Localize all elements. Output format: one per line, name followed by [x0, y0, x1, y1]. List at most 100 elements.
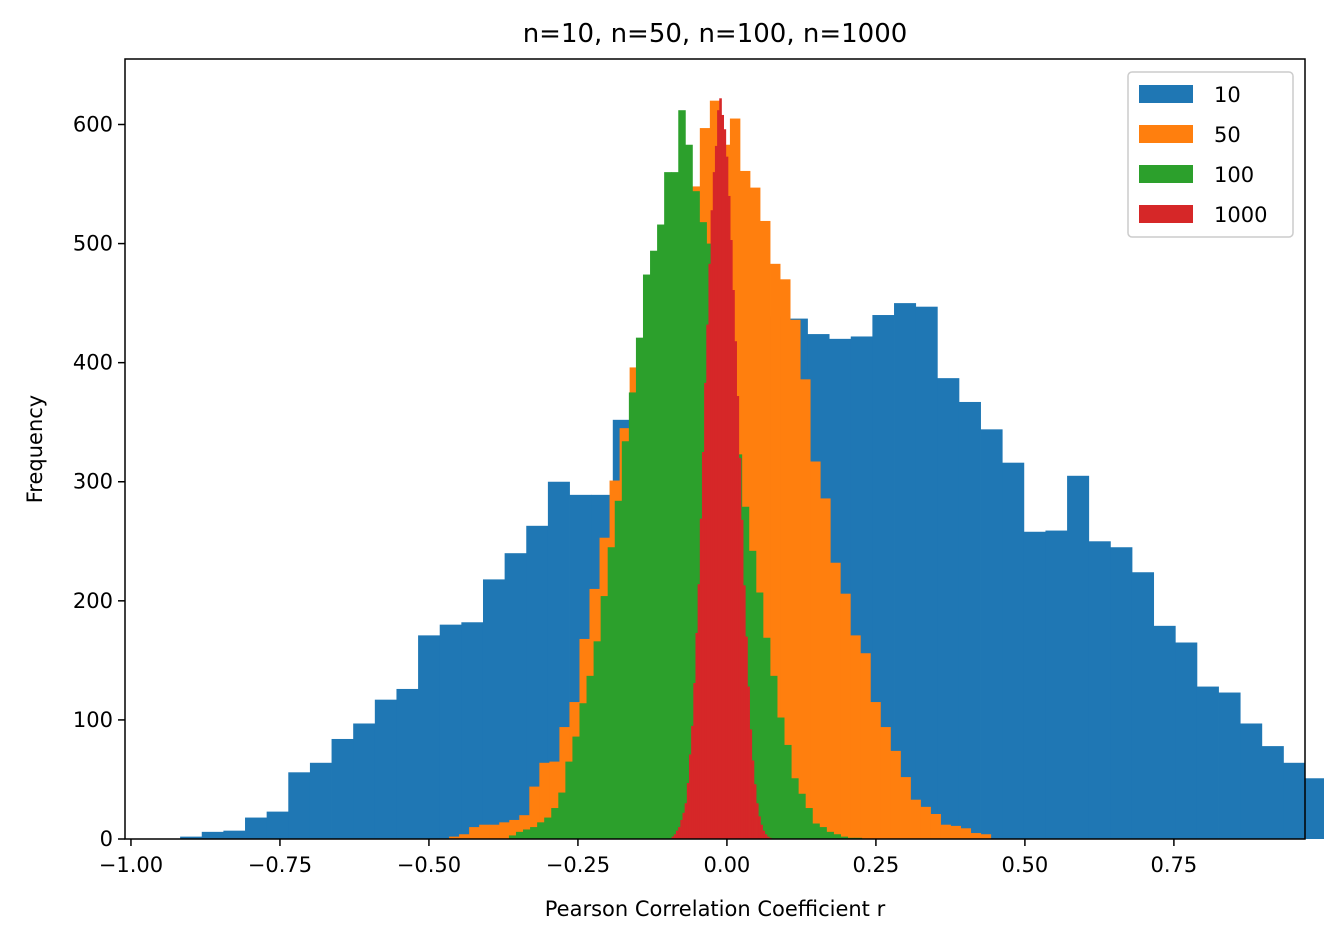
histogram-bar: [830, 562, 841, 839]
histogram-bar: [960, 828, 972, 839]
histogram-bar: [833, 834, 841, 839]
histogram-bar: [820, 498, 831, 839]
histogram-bar: [970, 833, 982, 839]
histogram-bar: [504, 553, 527, 839]
histogram-bar: [1261, 746, 1284, 839]
legend-swatch: [1139, 125, 1193, 143]
histogram-bar: [812, 823, 820, 839]
histogram-bar: [680, 819, 683, 839]
histogram-bar: [721, 114, 724, 840]
legend-label: 100: [1214, 163, 1254, 187]
histogram-bar: [755, 592, 764, 839]
legend-label: 1000: [1214, 203, 1267, 227]
histogram-bar: [691, 725, 694, 839]
histogram-bar: [730, 240, 733, 839]
histogram-bar: [704, 382, 707, 839]
chart-title: n=10, n=50, n=100, n=1000: [523, 19, 908, 49]
histogram-bar: [860, 653, 871, 839]
x-tick-label: 0.75: [1151, 853, 1198, 877]
histogram-bar: [751, 760, 755, 839]
histogram-bar: [770, 675, 778, 839]
histogram-bar: [499, 822, 510, 839]
histogram-bar: [734, 341, 737, 839]
legend-label: 10: [1214, 83, 1241, 107]
histogram-bar: [682, 812, 686, 839]
histogram-bar: [1153, 625, 1176, 839]
histogram-bar: [537, 822, 545, 839]
y-tick-label: 100: [73, 708, 113, 732]
histogram-bar: [719, 98, 722, 840]
histogram-bar: [664, 172, 672, 839]
histogram-bar: [673, 834, 677, 839]
bars-layer: [180, 98, 1324, 840]
histogram-bar: [593, 641, 602, 839]
histogram-bar: [745, 636, 748, 839]
histogram-bar: [747, 686, 750, 839]
histogram-bar: [523, 829, 531, 839]
histogram-bar: [727, 195, 731, 839]
legend-swatch: [1139, 205, 1193, 223]
histogram-bar: [1002, 462, 1025, 839]
histogram-bar: [701, 451, 705, 839]
histogram-bar: [479, 824, 490, 839]
histogram-bar: [1067, 475, 1090, 839]
series-1000-bars: [671, 98, 772, 840]
histogram-bar: [710, 210, 714, 840]
histogram-bar: [686, 783, 690, 839]
histogram-bar: [937, 378, 960, 839]
histogram-bar: [753, 784, 757, 839]
histogram-bar: [840, 836, 849, 839]
histogram-bar: [850, 635, 861, 839]
histogram-bar: [509, 819, 520, 839]
histogram-bar: [396, 688, 419, 839]
histogram-bar: [607, 547, 616, 839]
y-tick-label: 200: [73, 589, 113, 613]
histogram-bar: [805, 808, 813, 839]
histogram-bar: [544, 817, 552, 839]
histogram-bar: [223, 830, 246, 839]
histogram-bar: [586, 675, 594, 839]
histogram-bar: [770, 263, 781, 839]
histogram-bar: [621, 441, 630, 839]
histogram-bar: [725, 156, 729, 839]
histogram-bar: [600, 596, 609, 839]
histogram-bar: [840, 593, 851, 839]
legend: 10 50 100 1000: [1127, 71, 1294, 238]
histogram-bar: [1023, 531, 1046, 839]
histogram-bar: [717, 110, 720, 839]
histogram-bar: [826, 831, 834, 839]
histogram-bar: [526, 525, 549, 839]
histogram-bar: [529, 786, 540, 839]
histogram-bar: [762, 637, 771, 839]
histogram-bar: [685, 144, 693, 840]
histogram-bar: [798, 793, 806, 839]
histogram-bar: [920, 806, 931, 839]
histogram-bar: [684, 803, 688, 839]
legend-swatch: [1139, 165, 1193, 183]
histogram-bar: [1283, 762, 1306, 839]
histogram-bar: [353, 723, 376, 839]
histogram-bar: [693, 683, 696, 839]
ticks-layer: −1.00 −0.75 −0.50 −0.25 0.00 0.25 0.50 0.75 0 100…: [73, 112, 1197, 877]
histogram-bar: [819, 827, 827, 839]
x-tick-label: 0.00: [704, 853, 751, 877]
y-tick-label: 0: [100, 827, 113, 851]
histogram-bar: [678, 827, 681, 839]
histogram-bar: [519, 815, 530, 839]
histogram-bar: [309, 762, 332, 839]
histogram-bar: [180, 836, 203, 839]
histogram-bar: [539, 762, 550, 839]
histogram-bar: [810, 461, 821, 839]
histogram-bar: [732, 290, 735, 839]
histogram-bar: [780, 279, 791, 839]
histogram-bar: [331, 738, 354, 839]
histogram-bar: [418, 635, 441, 839]
y-tick-label: 600: [73, 112, 113, 136]
y-tick-label: 500: [73, 232, 113, 256]
histogram-bar: [791, 778, 799, 839]
histogram-bar: [676, 830, 679, 839]
histogram-bar: [699, 518, 703, 839]
histogram-bar: [628, 392, 637, 839]
histogram-bar: [800, 379, 811, 839]
